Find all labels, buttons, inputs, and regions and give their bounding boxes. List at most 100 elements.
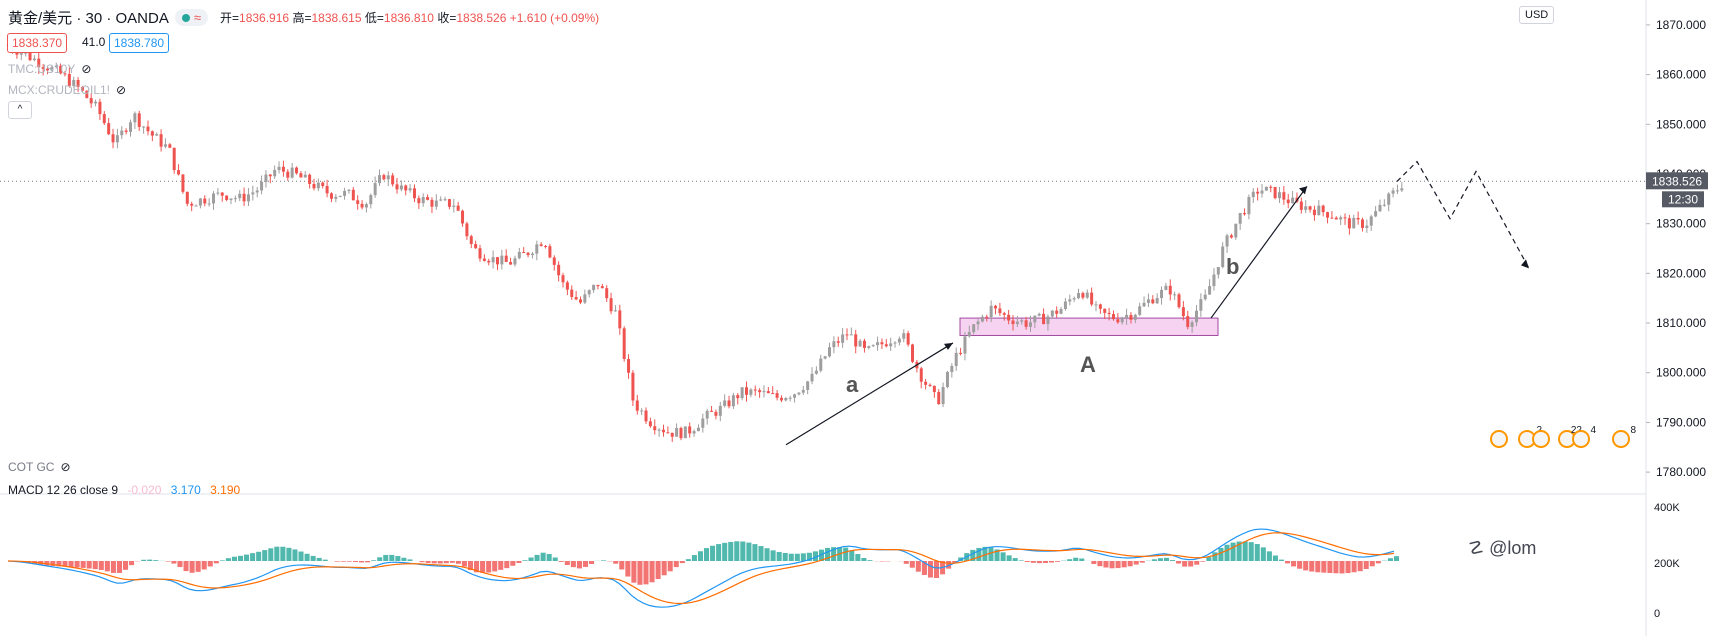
candle-body	[76, 79, 80, 87]
candle-body	[980, 316, 984, 322]
macd-hist-bar	[68, 561, 74, 568]
candle-body	[89, 98, 93, 104]
us-flag-event-icon[interactable]: 8	[1612, 425, 1636, 448]
sell-price-button[interactable]: 1838.370	[7, 33, 68, 53]
us-flag-event-icon[interactable]	[1490, 430, 1508, 448]
macd-hist-bar	[516, 561, 522, 563]
macd-hist-bar	[1212, 552, 1218, 561]
candle-body	[1186, 316, 1190, 327]
candle-body	[1343, 217, 1347, 219]
candle-body	[897, 338, 901, 343]
candle-body	[963, 336, 967, 354]
macd-hist-bar	[764, 548, 770, 561]
cot-study[interactable]: COT GC ⊘	[8, 460, 71, 474]
candle-body	[1277, 192, 1281, 199]
macd-hist-bar	[1297, 561, 1303, 569]
candle-body	[1190, 322, 1194, 327]
candle-body	[98, 101, 102, 115]
candle-body	[1374, 211, 1378, 217]
candle-body	[1308, 206, 1312, 210]
macd-hist-bar	[679, 561, 685, 564]
macd-hist-bar	[1036, 561, 1042, 564]
macd-hist-bar	[552, 557, 558, 561]
macd-hist-bar	[80, 561, 86, 568]
candle-body	[666, 432, 670, 434]
macd-hist-bar	[661, 561, 667, 576]
study-us10y[interactable]: TMC:US10Y ⊘	[8, 62, 91, 76]
macd-hist-bar	[1260, 547, 1266, 561]
candle-body	[1011, 320, 1015, 325]
macd-hist-bar	[564, 561, 570, 566]
candle-body	[281, 166, 285, 172]
macd-hist-bar	[1254, 544, 1260, 561]
candle-body	[286, 171, 290, 178]
macd-hist-bar	[225, 558, 231, 561]
macd-hist-bar	[165, 561, 171, 562]
candle-body	[185, 191, 189, 204]
candle-body	[1094, 304, 1098, 306]
study-crudeoil[interactable]: MCX:CRUDEOIL1! ⊘	[8, 83, 126, 97]
candle-body	[1387, 193, 1391, 205]
candle-body	[836, 341, 840, 343]
current-price-label: 1838.526	[1652, 174, 1702, 188]
candle-body	[399, 185, 403, 190]
candle-body	[225, 195, 229, 200]
candle-body	[150, 131, 154, 136]
candle-body	[513, 258, 517, 265]
eye-off-icon[interactable]: ⊘	[116, 83, 127, 97]
candle-body	[1194, 310, 1198, 323]
candle-body	[347, 189, 351, 191]
us-flag-event-icon[interactable]	[1532, 430, 1550, 448]
candle-body	[692, 431, 696, 434]
status-pill[interactable]: ≈	[174, 9, 208, 26]
eye-off-icon[interactable]: ⊘	[60, 460, 71, 474]
eye-off-icon[interactable]: ⊘	[81, 62, 92, 76]
candle-body	[190, 203, 194, 206]
buy-price-button[interactable]: 1838.780	[109, 33, 170, 53]
macd-hist-bar	[794, 553, 800, 561]
candle-body	[1382, 204, 1386, 206]
macd-hist-bar	[1176, 561, 1182, 564]
candle-body	[1063, 301, 1067, 310]
macd-hist-bar	[1230, 542, 1236, 561]
candle-body	[1024, 320, 1028, 327]
candle-body	[395, 184, 399, 190]
candle-body	[334, 196, 338, 199]
candle-body	[1164, 285, 1168, 290]
candle-body	[819, 358, 823, 371]
macd-hist-bar	[510, 561, 516, 566]
tick-label: 1810.000	[1656, 316, 1706, 330]
candle-body	[967, 332, 971, 337]
collapse-legend-button[interactable]: ^	[8, 101, 32, 119]
macd-hist-bar	[437, 561, 443, 564]
macd-hist-bar	[697, 551, 703, 561]
candle-body	[928, 384, 932, 386]
macd-legend[interactable]: MACD 12 26 close 9 -0.020 3.170 3.190	[8, 483, 240, 497]
macd-hist-bar	[189, 561, 195, 573]
candle-body	[373, 183, 377, 196]
candle-body	[94, 101, 98, 104]
macd-hist-bar	[322, 559, 328, 561]
candle-body	[1050, 310, 1054, 317]
candle-body	[203, 198, 207, 204]
candle-body	[382, 175, 386, 180]
tick-label: 1860.000	[1656, 68, 1706, 82]
candle-body	[500, 255, 504, 265]
macd-hist-bar	[371, 560, 377, 561]
spread-value: 41.0	[82, 35, 106, 49]
candle-body	[24, 52, 28, 54]
candle-body	[1264, 186, 1268, 191]
candle-body	[945, 372, 949, 388]
candle-body	[753, 389, 757, 391]
candle-body	[714, 411, 718, 416]
candle-body	[1007, 314, 1011, 321]
symbol-title[interactable]: 黄金/美元 · 30 · OANDA	[8, 10, 169, 27]
candle-body	[1133, 314, 1137, 320]
currency-button[interactable]: USD	[1519, 6, 1555, 24]
candle-body	[959, 352, 963, 354]
candle-body	[19, 53, 23, 55]
candle-body	[59, 65, 63, 74]
us-flag-event-icon[interactable]: 4	[1572, 425, 1596, 448]
candle-body	[876, 342, 880, 346]
